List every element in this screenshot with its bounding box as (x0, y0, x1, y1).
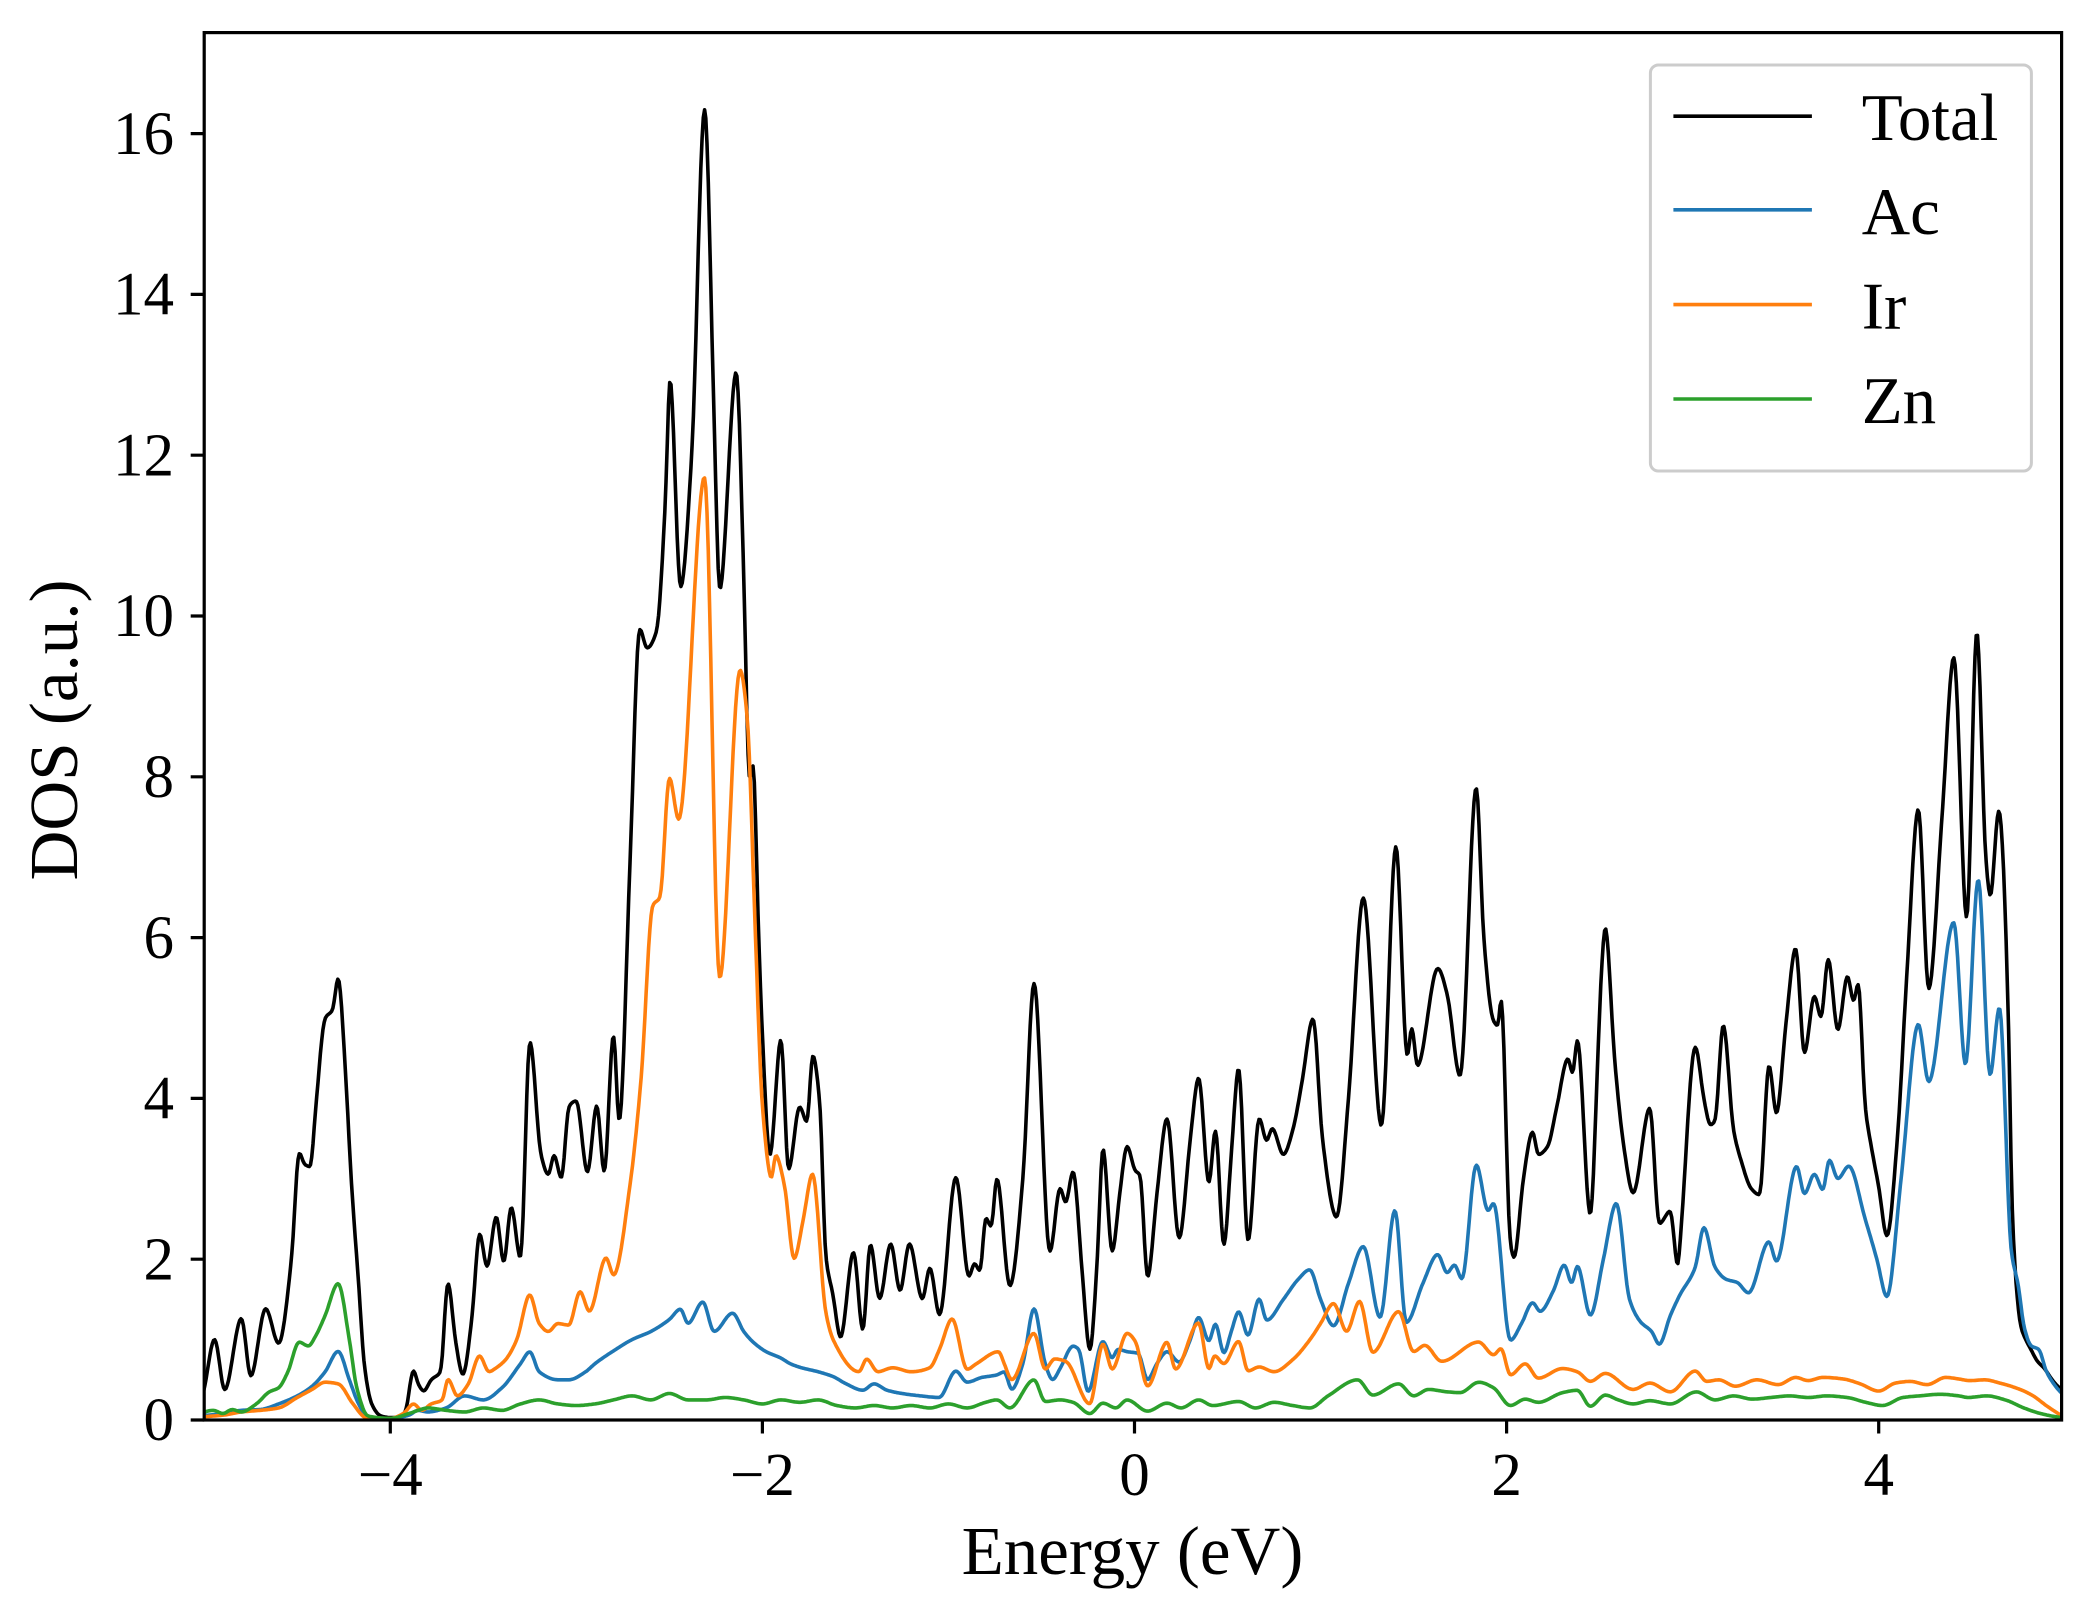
svg-text:14: 14 (113, 262, 174, 329)
svg-text:6: 6 (144, 905, 175, 972)
svg-text:Ac: Ac (1862, 175, 1940, 249)
svg-text:Zn: Zn (1862, 364, 1936, 438)
svg-text:2: 2 (144, 1226, 175, 1293)
svg-text:−2: −2 (730, 1442, 795, 1509)
svg-text:0: 0 (144, 1387, 175, 1454)
svg-text:4: 4 (1863, 1442, 1894, 1509)
svg-text:2: 2 (1491, 1442, 1522, 1509)
svg-text:8: 8 (144, 744, 175, 811)
svg-text:Ir: Ir (1862, 270, 1907, 344)
svg-text:Energy (eV): Energy (eV) (962, 1513, 1304, 1589)
svg-text:10: 10 (113, 583, 174, 650)
svg-text:−4: −4 (358, 1442, 423, 1509)
svg-text:12: 12 (113, 422, 174, 489)
svg-text:4: 4 (144, 1066, 175, 1133)
svg-text:0: 0 (1119, 1442, 1150, 1509)
svg-text:Total: Total (1862, 81, 1999, 155)
svg-text:DOS (a.u.): DOS (a.u.) (16, 580, 92, 881)
svg-text:16: 16 (113, 101, 174, 168)
